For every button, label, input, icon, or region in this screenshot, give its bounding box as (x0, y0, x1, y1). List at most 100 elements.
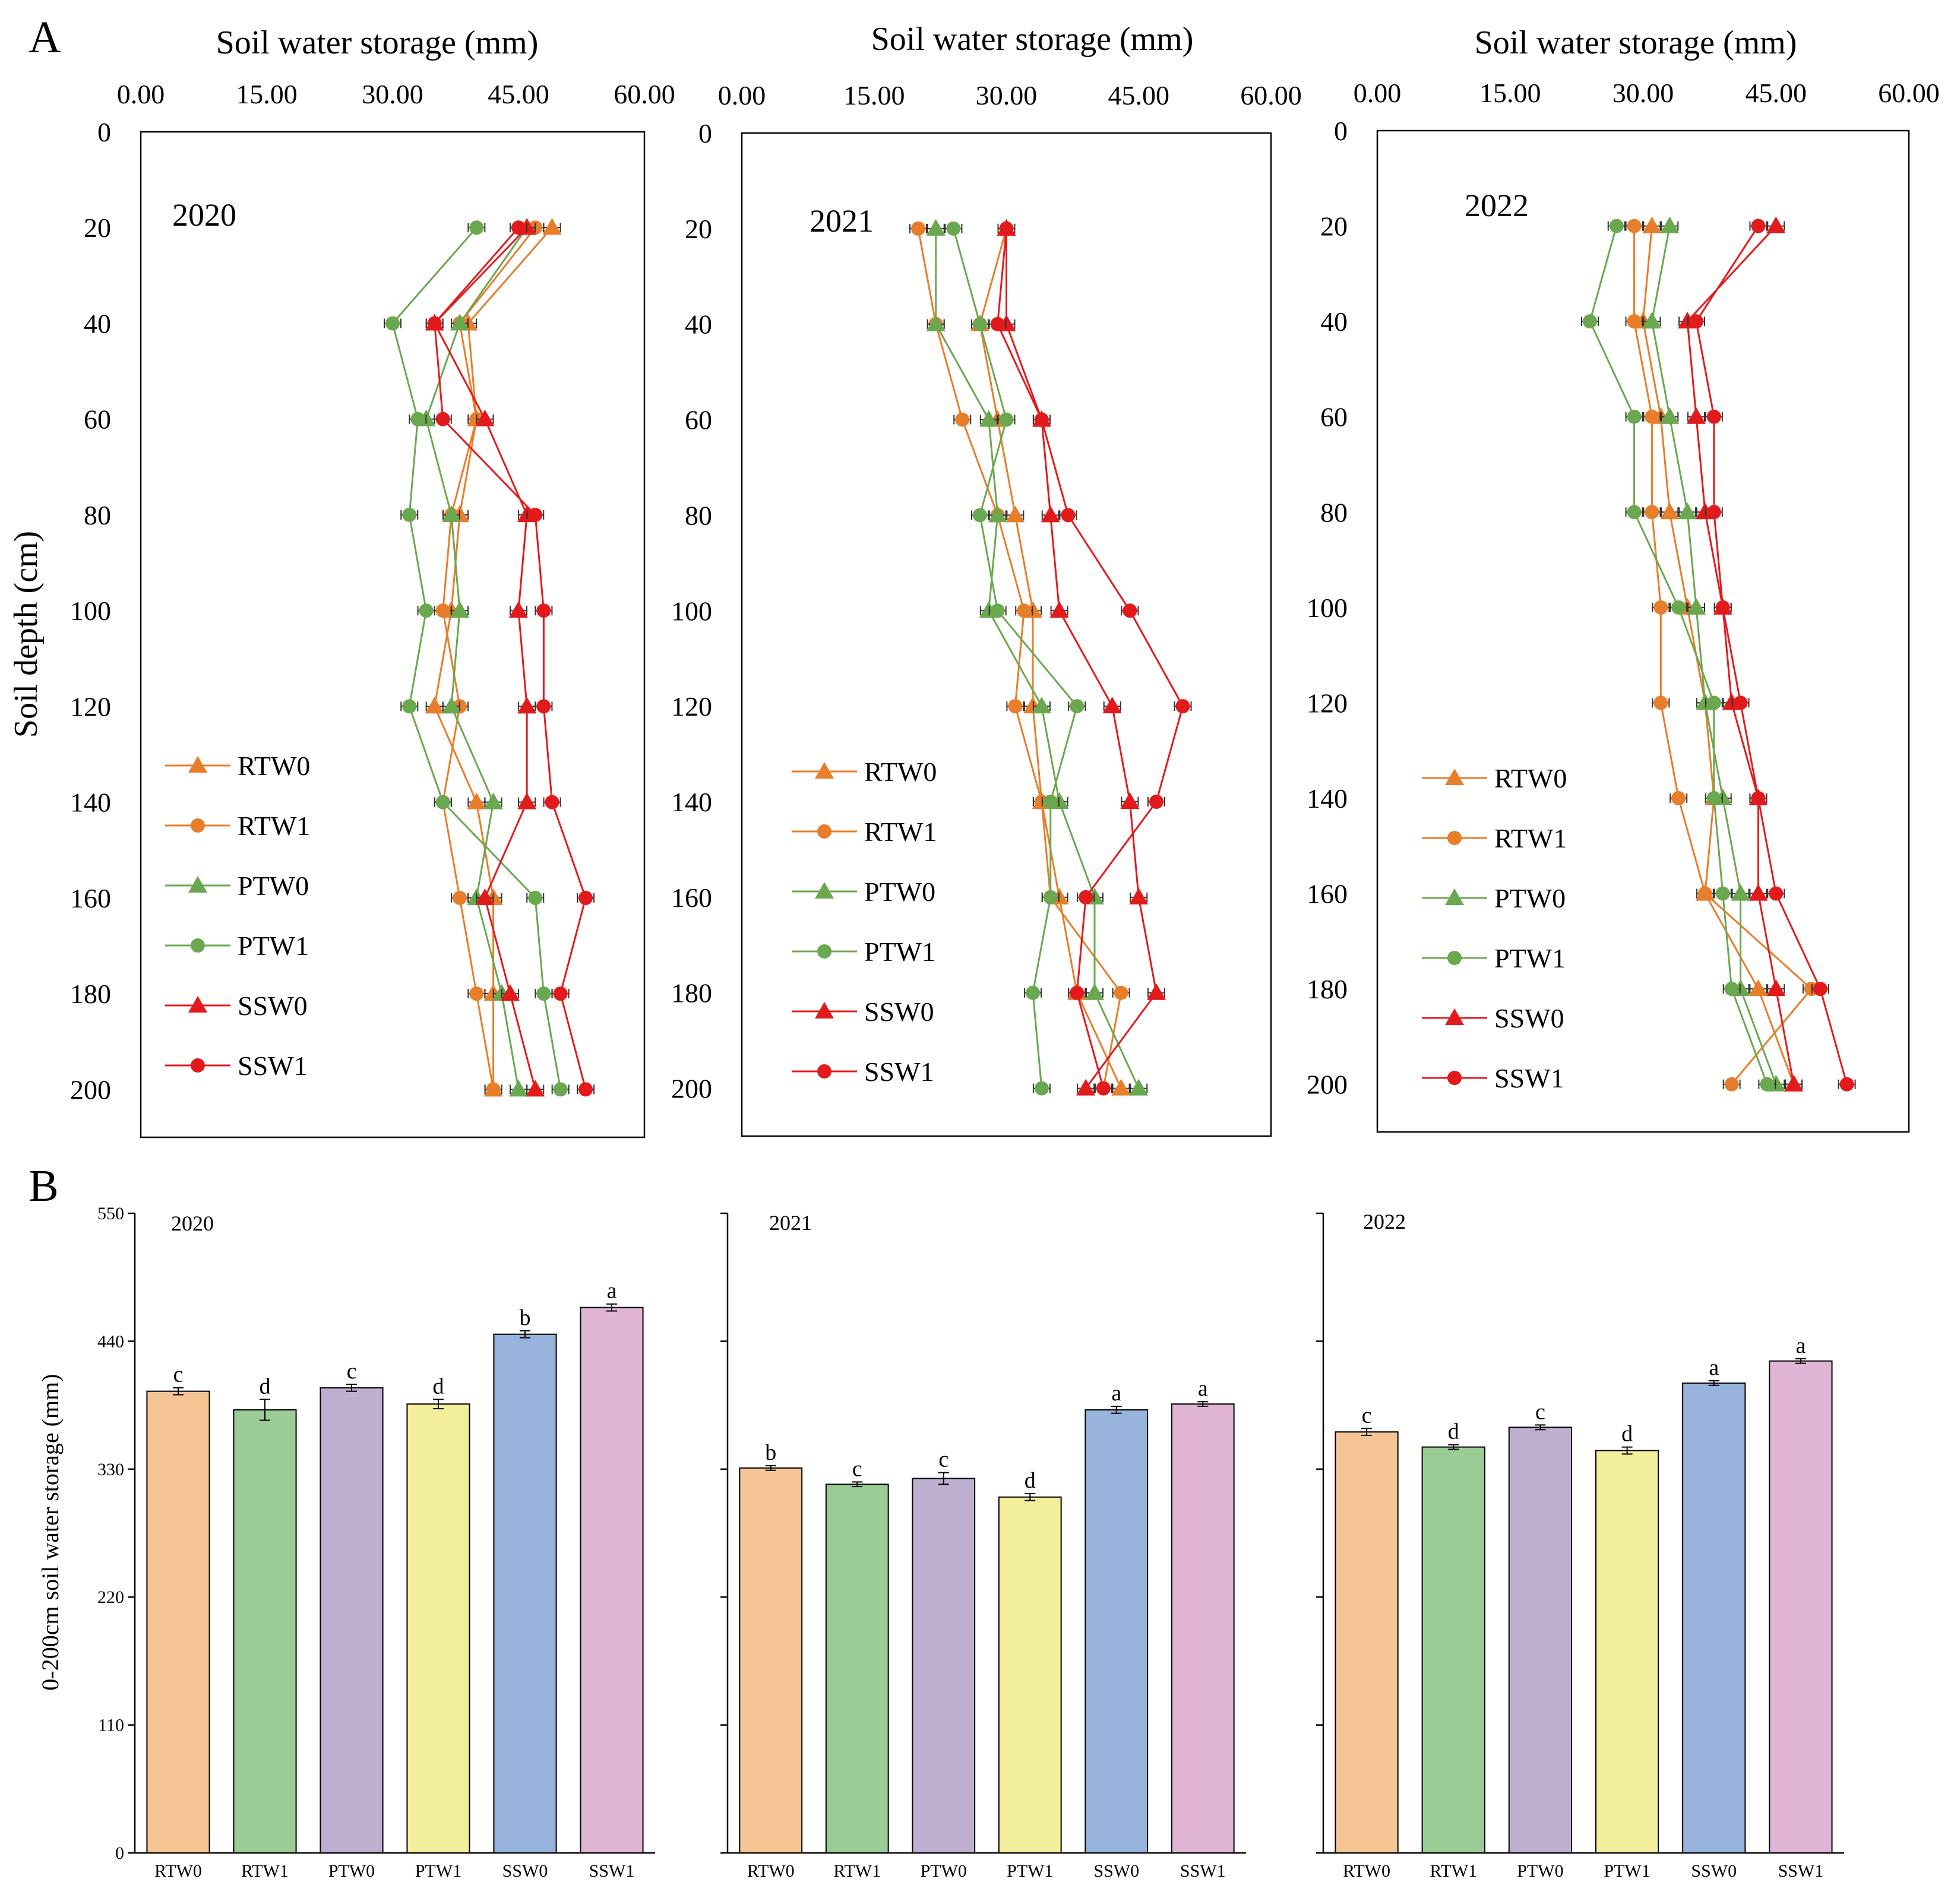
point-SSW0-120 (517, 697, 537, 714)
point-SSW1-160 (578, 890, 593, 905)
series-line-SSW0 (433, 227, 536, 1090)
point-PTW1-60 (999, 412, 1014, 427)
point-SSW1-80 (1061, 508, 1076, 523)
point-PTW0-100 (1687, 597, 1706, 615)
significance-letter-RTW1: d (260, 1374, 271, 1399)
legend-marker-PTW1 (1447, 951, 1462, 965)
significance-letter-RTW0: b (765, 1440, 776, 1465)
point-RTW1-100 (1017, 603, 1032, 618)
legend-marker-RTW1 (817, 824, 831, 839)
point-PTW1-200 (1034, 1081, 1049, 1096)
legend-label-RTW0: RTW0 (1494, 763, 1567, 793)
legend-marker-PTW0 (188, 876, 207, 893)
y-tick-label: 110 (98, 1716, 124, 1735)
line-chart-2022: Soil water storage (mm) 0.00 15.00 30.00 45.… (1307, 24, 1940, 1133)
legend-marker-SSW1 (191, 1058, 205, 1073)
y-tick-label: 80 (1320, 497, 1348, 527)
y-tick-label: 40 (685, 309, 712, 340)
point-SSW1-140 (1751, 791, 1766, 805)
y-tick-label: 180 (1307, 974, 1348, 1004)
bar-RTW0 (739, 1467, 803, 1854)
significance-letter-SSW1: a (1198, 1376, 1208, 1401)
point-RTW1-160 (453, 890, 467, 905)
point-RTW1-200 (1724, 1077, 1739, 1092)
x-tick-label: 60.00 (1878, 78, 1940, 108)
point-PTW1-180 (1724, 982, 1739, 997)
legend-label-SSW1: SSW1 (1494, 1063, 1564, 1093)
point-RTW1-100 (435, 603, 450, 618)
series-line-RTW0 (434, 227, 553, 1090)
legend-marker-SSW0 (188, 996, 207, 1013)
bar-chart-2021: 2021 b RTW0 c RTW1 c PTW0 d PTW1 a SSW0 a SSW1 (720, 1211, 1246, 1881)
category-label-SSW0: SSW0 (502, 1861, 548, 1881)
y-tick-label: 140 (70, 787, 111, 818)
point-SSW0-80 (1041, 505, 1060, 523)
point-SSW1-20 (999, 221, 1014, 236)
point-SSW0-180 (1766, 979, 1786, 997)
point-PTW1-80 (1627, 505, 1642, 520)
series-line-SSW1 (434, 227, 587, 1090)
x-axis-title: Soil water storage (mm) (1475, 24, 1797, 61)
x-axis-title: Soil water storage (mm) (871, 21, 1194, 58)
point-PTW1-40 (1583, 314, 1597, 329)
y-tick-label: 120 (671, 691, 712, 722)
point-PTW1-20 (469, 220, 484, 235)
point-PTW0-40 (1642, 312, 1662, 329)
significance-letter-SSW0: a (1111, 1381, 1121, 1406)
legend-label-RTW1: RTW1 (1494, 823, 1567, 853)
point-SSW0-200 (526, 1080, 545, 1097)
x-tick-label: 60.00 (614, 79, 675, 109)
point-PTW0-20 (1660, 216, 1680, 233)
y-tick-label: 0 (115, 1843, 124, 1863)
point-PTW1-60 (1627, 409, 1642, 424)
point-SSW1-60 (1034, 412, 1049, 427)
point-PTW0-60 (1660, 407, 1680, 424)
point-SSW0-20 (1766, 216, 1786, 233)
point-PTW0-120 (441, 697, 461, 714)
legend-marker-SSW1 (817, 1064, 831, 1078)
series-line-PTW1 (952, 228, 1078, 1089)
point-RTW1-60 (955, 412, 970, 427)
category-label-PTW1: PTW1 (1007, 1861, 1053, 1881)
point-SSW0-200 (1784, 1074, 1804, 1092)
point-SSW1-200 (1096, 1081, 1111, 1096)
bar-RTW0 (146, 1390, 210, 1854)
point-PTW1-120 (1070, 699, 1084, 714)
point-RTW1-60 (1645, 409, 1659, 424)
year-label: 2022 (1363, 1210, 1406, 1234)
point-SSW0-100 (1049, 601, 1069, 618)
series-line-SSW1 (997, 228, 1184, 1089)
point-PTW0-20 (926, 219, 946, 236)
point-PTW1-140 (1043, 795, 1058, 809)
y-tick-label: 20 (84, 213, 111, 243)
point-PTW0-180 (1085, 983, 1104, 1000)
category-label-SSW0: SSW0 (1691, 1861, 1737, 1881)
point-RTW0-120 (425, 697, 444, 714)
y-tick-label: 120 (70, 691, 111, 722)
series-line-PTW0 (1651, 226, 1777, 1085)
category-label-SSW1: SSW1 (589, 1861, 635, 1881)
point-SSW1-200 (1839, 1077, 1854, 1092)
y-tick-label: 20 (1320, 211, 1348, 242)
x-tick-label: 30.00 (1612, 78, 1674, 108)
point-RTW0-80 (1660, 502, 1680, 520)
y-tick-label: 200 (70, 1074, 111, 1105)
series-line-SSW0 (1006, 228, 1158, 1089)
y-tick-label: 180 (671, 978, 712, 1008)
point-SSW1-80 (528, 507, 543, 522)
legend-marker-PTW1 (817, 944, 831, 959)
legend-marker-RTW0 (815, 762, 834, 779)
point-SSW1-180 (553, 986, 568, 1001)
significance-letter-PTW0: c (938, 1447, 948, 1472)
point-SSW0-60 (475, 409, 495, 426)
point-PTW0-200 (1129, 1078, 1149, 1096)
year-label: 2020 (171, 1212, 214, 1235)
category-label-PTW1: PTW1 (415, 1861, 461, 1881)
point-SSW0-160 (475, 888, 495, 905)
point-RTW1-40 (1627, 314, 1642, 329)
point-RTW0-180 (1749, 979, 1768, 997)
legend-label-PTW1: PTW1 (238, 931, 309, 961)
point-SSW0-160 (1749, 884, 1768, 901)
category-label-SSW0: SSW0 (1093, 1861, 1139, 1881)
point-SSW1-40 (1689, 314, 1703, 329)
